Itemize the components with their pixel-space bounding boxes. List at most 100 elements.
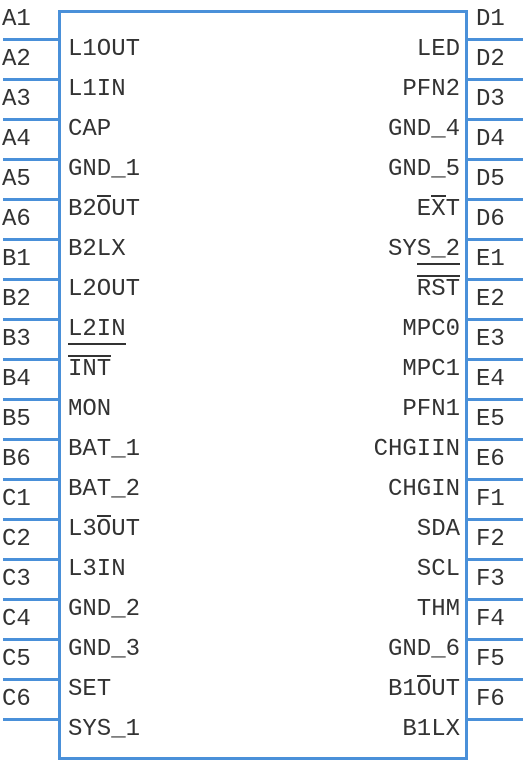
pin-line xyxy=(3,518,58,521)
pin-number: E5 xyxy=(476,408,505,432)
pin-line xyxy=(468,318,523,321)
pin-number: D6 xyxy=(476,208,505,232)
pin-line xyxy=(3,478,58,481)
signal-label: PFN1 xyxy=(402,398,460,422)
signal-label: L2OUT xyxy=(68,278,140,302)
signal-label: SDA xyxy=(417,518,460,542)
signal-label: LED xyxy=(417,38,460,62)
pin-line xyxy=(468,638,523,641)
signal-label: BAT_1 xyxy=(68,438,140,462)
signal-label: CAP xyxy=(68,118,111,142)
signal-label: GND_6 xyxy=(388,638,460,662)
pin-number: C3 xyxy=(2,568,31,592)
pin-line xyxy=(468,278,523,281)
pin-line xyxy=(3,238,58,241)
pin-line xyxy=(3,158,58,161)
overline xyxy=(417,275,460,277)
pin-line xyxy=(468,78,523,81)
pin-line xyxy=(3,278,58,281)
pin-number: E1 xyxy=(476,248,505,272)
pin-line xyxy=(468,558,523,561)
pin-line xyxy=(468,198,523,201)
signal-label: THM xyxy=(417,598,460,622)
pin-number: B3 xyxy=(2,328,31,352)
overline xyxy=(97,515,111,517)
signal-label: L1IN xyxy=(68,78,126,102)
pin-number: F4 xyxy=(476,608,505,632)
pin-line xyxy=(3,358,58,361)
pin-line xyxy=(3,198,58,201)
pin-number: A6 xyxy=(2,208,31,232)
pin-line xyxy=(468,158,523,161)
pin-number: A4 xyxy=(2,128,31,152)
signal-label: MPC1 xyxy=(402,358,460,382)
pin-line xyxy=(468,238,523,241)
signal-label: INT xyxy=(68,358,111,382)
signal-label: GND_4 xyxy=(388,118,460,142)
signal-label: CHGIIN xyxy=(374,438,460,462)
pin-line xyxy=(468,438,523,441)
signal-label: EXT xyxy=(417,198,460,222)
signal-label: L3OUT xyxy=(68,518,140,542)
signal-label: SYS_1 xyxy=(68,718,140,742)
signal-label: B1LX xyxy=(402,718,460,742)
pin-line xyxy=(3,558,58,561)
pin-line xyxy=(3,598,58,601)
signal-label: B2OUT xyxy=(68,198,140,222)
pin-number: B1 xyxy=(2,248,31,272)
pin-line xyxy=(468,398,523,401)
overline xyxy=(68,355,111,357)
pin-number: B6 xyxy=(2,448,31,472)
pin-line xyxy=(468,598,523,601)
overline xyxy=(417,675,431,677)
signal-label: MON xyxy=(68,398,111,422)
pin-number: F6 xyxy=(476,688,505,712)
pin-line xyxy=(468,718,523,721)
pin-line xyxy=(468,118,523,121)
pin-number: B5 xyxy=(2,408,31,432)
signal-label: L3IN xyxy=(68,558,126,582)
pin-number: F2 xyxy=(476,528,505,552)
pin-number: F3 xyxy=(476,568,505,592)
signal-label: MPC0 xyxy=(402,318,460,342)
pin-number: E6 xyxy=(476,448,505,472)
pin-line xyxy=(468,358,523,361)
pin-line xyxy=(3,118,58,121)
pin-number: D2 xyxy=(476,48,505,72)
signal-label: B2LX xyxy=(68,238,126,262)
pin-line xyxy=(3,718,58,721)
pin-number: C4 xyxy=(2,608,31,632)
pin-line xyxy=(3,638,58,641)
pin-line xyxy=(468,478,523,481)
pin-number: E4 xyxy=(476,368,505,392)
signal-label: B1OUT xyxy=(388,678,460,702)
pin-number: F1 xyxy=(476,488,505,512)
pin-number: D4 xyxy=(476,128,505,152)
underline xyxy=(68,343,126,345)
signal-label: PFN2 xyxy=(402,78,460,102)
pin-line xyxy=(468,518,523,521)
pin-number: A5 xyxy=(2,168,31,192)
signal-label: L2IN xyxy=(68,318,126,342)
pin-number: C6 xyxy=(2,688,31,712)
signal-label: SYS_2 xyxy=(388,238,460,262)
signal-label: GND_1 xyxy=(68,158,140,182)
pin-line xyxy=(3,38,58,41)
signal-label: BAT_2 xyxy=(68,478,140,502)
signal-label: SET xyxy=(68,678,111,702)
underline xyxy=(417,263,460,265)
pin-line xyxy=(468,38,523,41)
pin-number: C2 xyxy=(2,528,31,552)
pin-number: E3 xyxy=(476,328,505,352)
signal-label: SCL xyxy=(417,558,460,582)
pin-number: C5 xyxy=(2,648,31,672)
pin-line xyxy=(3,678,58,681)
pin-number: D1 xyxy=(476,8,505,32)
pin-number: A2 xyxy=(2,48,31,72)
pin-number: D5 xyxy=(476,168,505,192)
pin-number: B4 xyxy=(2,368,31,392)
signal-label: L1OUT xyxy=(68,38,140,62)
signal-label: GND_3 xyxy=(68,638,140,662)
signal-label: GND_2 xyxy=(68,598,140,622)
pin-number: D3 xyxy=(476,88,505,112)
